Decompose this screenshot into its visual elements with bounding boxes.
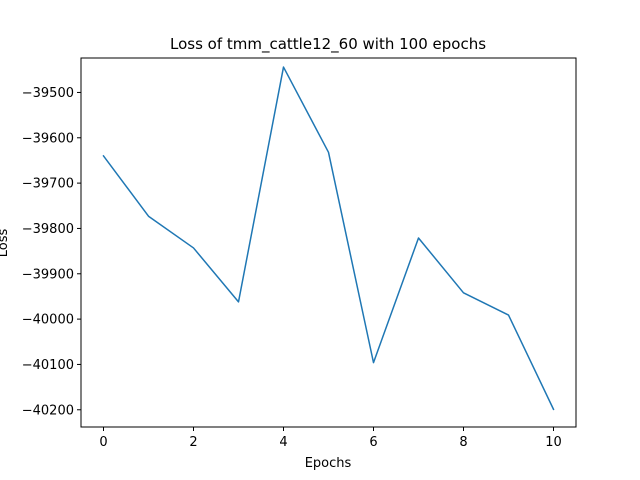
y-tick-label: −39900 bbox=[22, 267, 74, 282]
x-axis-ticks: 0 2 4 6 8 10 bbox=[99, 427, 562, 450]
x-tick-label: 8 bbox=[459, 435, 467, 450]
chart-title: Loss of tmm_cattle12_60 with 100 epochs bbox=[170, 35, 486, 54]
plot-frame bbox=[80, 57, 577, 428]
y-axis-ticks: −39500 −39600 −39700 −39800 −39900 −40000 −401… bbox=[22, 86, 81, 418]
loss-data-point bbox=[463, 292, 465, 294]
series-layer bbox=[102, 66, 555, 411]
loss-data-point bbox=[238, 301, 240, 303]
y-tick-label: −40200 bbox=[22, 403, 74, 418]
y-tick-label: −39600 bbox=[22, 131, 74, 146]
x-tick-label: 10 bbox=[545, 435, 562, 450]
x-tick-label: 2 bbox=[189, 435, 197, 450]
loss-data-point bbox=[103, 155, 105, 157]
loss-data-point bbox=[328, 151, 330, 153]
loss-data-point bbox=[418, 237, 420, 239]
x-tick-label: 4 bbox=[279, 435, 287, 450]
y-tick-label: −40000 bbox=[22, 313, 74, 328]
loss-data-point bbox=[508, 314, 510, 316]
loss-series-line bbox=[102, 66, 555, 411]
x-axis-label: Epochs bbox=[305, 456, 352, 471]
loss-data-point bbox=[148, 215, 150, 217]
loss-data-point bbox=[553, 409, 555, 411]
y-tick-label: −39800 bbox=[22, 222, 74, 237]
y-axis-label: Loss bbox=[0, 229, 11, 258]
y-tick-label: −39700 bbox=[22, 177, 74, 192]
x-tick-label: 6 bbox=[369, 435, 377, 450]
y-tick-label: −39500 bbox=[22, 86, 74, 101]
loss-data-point bbox=[283, 66, 285, 68]
y-tick-label: −40100 bbox=[22, 358, 74, 373]
loss-data-point bbox=[193, 247, 195, 249]
loss-data-point bbox=[373, 362, 375, 364]
x-tick-label: 0 bbox=[99, 435, 107, 450]
